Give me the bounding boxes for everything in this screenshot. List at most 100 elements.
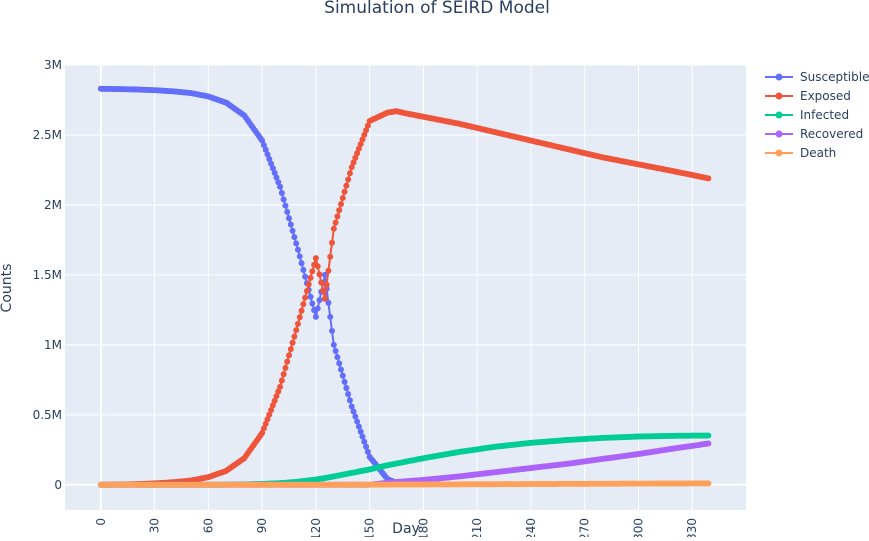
x-tick-label: 150 bbox=[363, 518, 377, 537]
y-tick-label: 1M bbox=[44, 338, 62, 352]
series-death bbox=[97, 480, 712, 488]
data-point bbox=[334, 354, 341, 361]
data-point bbox=[364, 122, 371, 129]
data-point bbox=[259, 137, 266, 144]
x-tick-label: 0 bbox=[94, 518, 108, 526]
legend-marker bbox=[775, 73, 783, 81]
data-point bbox=[327, 313, 334, 320]
data-point bbox=[705, 480, 712, 487]
data-point bbox=[323, 281, 330, 288]
data-point bbox=[268, 406, 275, 413]
data-point bbox=[354, 418, 361, 425]
data-point bbox=[269, 402, 276, 409]
y-tick-label: 0 bbox=[54, 478, 62, 492]
legend-marker bbox=[775, 130, 783, 138]
data-point bbox=[296, 314, 303, 321]
data-point bbox=[284, 358, 291, 365]
data-point bbox=[260, 142, 267, 149]
data-point bbox=[293, 240, 300, 247]
data-point bbox=[309, 300, 316, 307]
data-point bbox=[359, 433, 366, 440]
data-point bbox=[277, 383, 284, 390]
x-tick-label: 270 bbox=[578, 518, 592, 537]
legend[interactable]: Susceptible Exposed Infected Recovered Death bbox=[765, 70, 869, 160]
y-axis-label: Counts bbox=[0, 264, 15, 313]
data-point bbox=[705, 175, 712, 182]
data-point bbox=[275, 179, 282, 186]
legend-item[interactable]: Death bbox=[765, 146, 836, 160]
data-point bbox=[280, 371, 287, 378]
data-point bbox=[334, 213, 341, 220]
data-point bbox=[341, 378, 348, 385]
data-point bbox=[260, 425, 267, 432]
legend-item[interactable]: Susceptible bbox=[765, 70, 869, 84]
data-point bbox=[289, 227, 296, 234]
x-tick-label: 180 bbox=[416, 518, 430, 537]
data-point bbox=[346, 170, 353, 177]
data-point bbox=[264, 151, 271, 158]
y-tick-label: 0.5M bbox=[33, 408, 62, 422]
data-point bbox=[343, 384, 350, 391]
data-point bbox=[282, 364, 289, 371]
data-point bbox=[268, 160, 275, 167]
data-point bbox=[271, 397, 278, 404]
data-point bbox=[287, 221, 294, 228]
legend-item[interactable]: Recovered bbox=[765, 127, 863, 141]
data-point bbox=[300, 266, 307, 273]
data-point bbox=[336, 207, 343, 214]
data-point bbox=[277, 183, 284, 190]
data-point bbox=[339, 194, 346, 201]
data-point bbox=[321, 295, 328, 302]
series-exposed bbox=[97, 108, 712, 488]
data-point bbox=[282, 202, 289, 209]
data-point bbox=[294, 320, 301, 327]
data-point bbox=[352, 154, 359, 161]
data-point bbox=[348, 403, 355, 410]
data-point bbox=[345, 391, 352, 398]
x-tick-label: 90 bbox=[255, 518, 269, 533]
legend-label: Recovered bbox=[800, 127, 863, 141]
x-tick-label: 60 bbox=[201, 518, 215, 533]
x-tick-label: 210 bbox=[470, 518, 484, 537]
data-point bbox=[312, 255, 319, 262]
data-point bbox=[363, 443, 370, 450]
data-point bbox=[321, 271, 328, 278]
data-point bbox=[314, 263, 321, 270]
legend-item[interactable]: Exposed bbox=[765, 89, 851, 103]
data-point bbox=[307, 293, 314, 300]
data-point bbox=[350, 408, 357, 415]
data-point bbox=[354, 150, 361, 157]
x-tick-label: 30 bbox=[148, 518, 162, 533]
data-point bbox=[312, 313, 319, 320]
data-point bbox=[318, 279, 325, 286]
legend-marker bbox=[775, 111, 783, 119]
data-point bbox=[330, 225, 337, 232]
data-point bbox=[325, 267, 332, 274]
data-point bbox=[273, 393, 280, 400]
data-point bbox=[294, 246, 301, 253]
data-point bbox=[264, 416, 271, 423]
data-point bbox=[298, 260, 305, 267]
data-point bbox=[343, 182, 350, 189]
data-point bbox=[359, 136, 366, 143]
x-axis-ticks: 0 30 60 90 120 150 180 210 240 270 300 330 bbox=[94, 518, 699, 541]
data-point bbox=[302, 273, 309, 280]
legend-item[interactable]: Infected bbox=[765, 108, 849, 122]
data-point bbox=[332, 348, 339, 355]
data-point bbox=[329, 239, 336, 246]
data-point bbox=[363, 127, 370, 134]
data-point bbox=[303, 287, 310, 294]
data-point bbox=[278, 190, 285, 197]
data-point bbox=[271, 169, 278, 176]
y-tick-label: 3M bbox=[44, 58, 62, 72]
data-point bbox=[286, 352, 293, 359]
data-point bbox=[305, 281, 312, 288]
data-point bbox=[355, 423, 362, 430]
plot-background bbox=[65, 65, 746, 510]
data-point bbox=[332, 219, 339, 226]
y-axis-ticks: 0 0.5M 1M 1.5M 2M 2.5M 3M bbox=[33, 58, 62, 492]
legend-label: Infected bbox=[800, 108, 849, 122]
data-point bbox=[316, 297, 323, 304]
